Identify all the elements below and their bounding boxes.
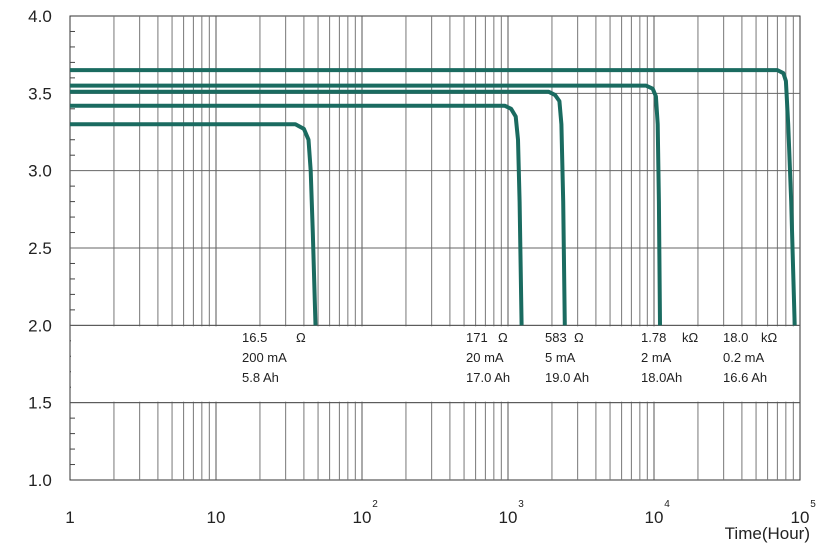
annotation-capacity-5: 16.6 Ah <box>723 370 767 385</box>
series-annotations: 16.5 Ω 200 mA 5.8 Ah 171 Ω 20 mA 17.0 Ah 583 Ω 5 m… <box>242 330 778 385</box>
x-tick-exponent: 2 <box>372 499 378 510</box>
y-tick-label: 1.0 <box>28 471 52 490</box>
annotation-current-1: 200 mA <box>242 350 287 365</box>
annotation-capacity-1: 5.8 Ah <box>242 370 279 385</box>
annotation-current-3: 5 mA <box>545 350 576 365</box>
x-tick-label: 10 <box>791 508 810 527</box>
annotation-load-5: 18.0 <box>723 330 748 345</box>
annotation-load-1: 16.5 <box>242 330 267 345</box>
annotation-band <box>70 324 800 404</box>
x-tick-exponent: 4 <box>664 499 670 510</box>
series-line-3 <box>70 89 567 326</box>
annotation-load-4: 1.78 <box>641 330 666 345</box>
x-tick-label: 10 <box>499 508 518 527</box>
annotation-current-2: 20 mA <box>466 350 504 365</box>
annotation-current-4: 2 mA <box>641 350 672 365</box>
series-line-1 <box>70 122 318 326</box>
y-tick-label: 2.5 <box>28 239 52 258</box>
series-line-2 <box>70 103 524 326</box>
x-tick-label: 10 <box>207 508 226 527</box>
x-tick-exponent: 5 <box>810 499 816 510</box>
annotation-current-5: 0.2 mA <box>723 350 765 365</box>
x-tick-exponent: 3 <box>518 499 524 510</box>
y-tick-label: 3.5 <box>28 84 52 103</box>
annotation-band-fill <box>71 326 799 402</box>
series-line-4 <box>70 83 662 326</box>
y-tick-label: 4.0 <box>28 7 52 26</box>
x-axis-label: Time(Hour) <box>725 524 810 543</box>
series-lines <box>70 68 797 326</box>
x-tick-label: 10 <box>353 508 372 527</box>
annotation-load-unit-3: Ω <box>574 330 584 345</box>
annotation-load-unit-1: Ω <box>296 330 306 345</box>
y-tick-label: 2.0 <box>28 316 52 335</box>
annotation-load-3: 583 <box>545 330 567 345</box>
annotation-load-unit-5: kΩ <box>761 330 778 345</box>
annotation-capacity-4: 18.0Ah <box>641 370 682 385</box>
y-tick-label: 3.0 <box>28 162 52 181</box>
y-tick-label: 1.5 <box>28 394 52 413</box>
x-tick-label: 10 <box>645 508 664 527</box>
annotation-load-unit-2: Ω <box>498 330 508 345</box>
annotation-load-2: 171 <box>466 330 488 345</box>
annotation-load-unit-4: kΩ <box>682 330 699 345</box>
annotation-capacity-2: 17.0 Ah <box>466 370 510 385</box>
x-tick-label: 1 <box>65 508 74 527</box>
annotation-capacity-3: 19.0 Ah <box>545 370 589 385</box>
series-line-5 <box>70 68 797 326</box>
